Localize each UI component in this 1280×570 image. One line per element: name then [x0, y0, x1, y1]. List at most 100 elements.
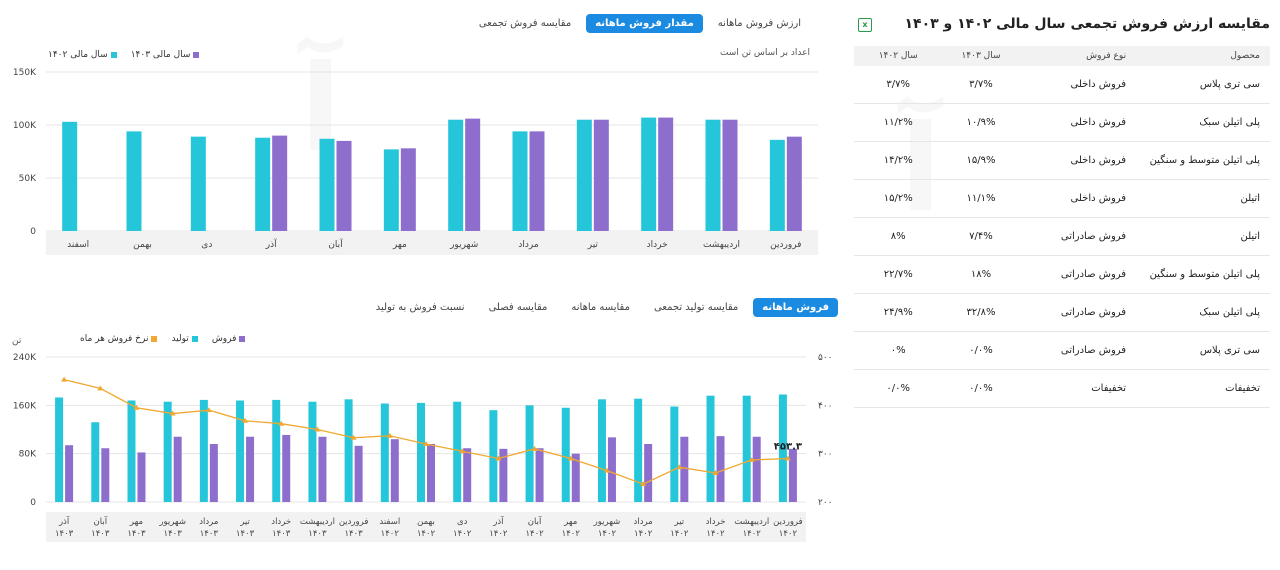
bar-production[interactable] — [489, 410, 498, 502]
bar-production[interactable] — [778, 394, 787, 502]
bar-sales[interactable] — [607, 437, 616, 502]
bar-production[interactable] — [236, 400, 245, 503]
sales-rate-point[interactable] — [784, 455, 791, 461]
tab-sales-to-production[interactable]: نسبت فروش به تولید — [375, 302, 465, 313]
bar-1403[interactable] — [336, 140, 352, 231]
bar-sales[interactable] — [463, 448, 472, 502]
legend-item-1402[interactable]: سال مالی ۱۴۰۲ — [48, 50, 117, 60]
bar-1403[interactable] — [658, 117, 674, 231]
tab-monthly-sales-quantity[interactable]: مقدار فروش ماهانه — [586, 14, 703, 33]
bar-1403[interactable] — [272, 135, 288, 231]
sales-rate-point[interactable] — [242, 417, 249, 423]
bar-production[interactable] — [127, 400, 136, 503]
sales-rate-point[interactable] — [495, 455, 502, 461]
sales-rate-point[interactable] — [97, 385, 104, 391]
bar-1403[interactable] — [400, 148, 416, 231]
bar-1402[interactable] — [641, 117, 657, 231]
bar-production[interactable] — [561, 407, 570, 502]
header-sale-type[interactable]: نوع فروش — [1019, 46, 1128, 66]
bar-sales[interactable] — [788, 448, 797, 502]
sales-rate-point[interactable] — [567, 455, 574, 461]
bar-1402[interactable] — [255, 137, 271, 231]
bar-sales[interactable] — [716, 436, 725, 502]
bar-1402[interactable] — [319, 138, 335, 231]
bar-1402[interactable] — [769, 139, 785, 231]
bar-sales[interactable] — [499, 448, 508, 502]
sales-rate-point[interactable] — [748, 456, 755, 462]
bar-production[interactable] — [199, 399, 208, 502]
sales-rate-point[interactable] — [459, 448, 466, 454]
sales-rate-point[interactable] — [169, 410, 176, 416]
bar-sales[interactable] — [318, 436, 327, 502]
bar-1403[interactable] — [786, 136, 802, 231]
bar-1402[interactable] — [576, 119, 592, 231]
sales-rate-point[interactable] — [640, 481, 647, 487]
bar-production[interactable] — [742, 395, 751, 502]
sales-rate-point[interactable] — [350, 434, 357, 440]
bar-sales[interactable] — [354, 445, 363, 502]
sales-rate-point[interactable] — [712, 470, 719, 475]
excel-export-icon[interactable]: x — [858, 18, 872, 32]
bar-sales[interactable] — [65, 445, 74, 502]
bar-sales[interactable] — [680, 436, 689, 502]
sales-rate-point[interactable] — [531, 445, 538, 451]
bar-production[interactable] — [597, 399, 606, 502]
bar-production[interactable] — [272, 399, 281, 502]
bar-sales[interactable] — [390, 439, 399, 502]
bar-1402[interactable] — [62, 121, 78, 231]
tab-cumulative-production[interactable]: مقایسه تولید تجمعی — [653, 302, 739, 313]
bar-production[interactable] — [670, 406, 679, 502]
header-year-1403[interactable]: سال ۱۴۰۳ — [942, 46, 1020, 66]
bar-1402[interactable] — [705, 119, 721, 231]
bar-1402[interactable] — [448, 119, 464, 231]
sales-rate-point[interactable] — [603, 467, 610, 473]
header-product[interactable]: محصول — [1127, 46, 1270, 66]
bar-production[interactable] — [706, 395, 715, 502]
bar-sales[interactable] — [644, 444, 653, 502]
bar-sales[interactable] — [209, 444, 218, 502]
bar-production[interactable] — [344, 399, 353, 502]
legend-item-sales[interactable]: فروش — [212, 334, 246, 344]
tab-monthly-comparison[interactable]: مقایسه ماهانه — [571, 302, 630, 313]
bar-sales[interactable] — [101, 448, 110, 502]
tab-seasonal-comparison[interactable]: مقایسه فصلی — [488, 302, 548, 313]
tab-cumulative-sales-comparison[interactable]: مقایسه فروش تجمعی — [478, 18, 572, 29]
bar-sales[interactable] — [571, 453, 580, 502]
sales-rate-point[interactable] — [423, 441, 429, 446]
bar-sales[interactable] — [282, 434, 291, 502]
bar-1403[interactable] — [529, 131, 545, 231]
tab-monthly-sales[interactable]: فروش ماهانه — [753, 298, 838, 317]
sales-rate-point[interactable] — [386, 432, 393, 438]
sales-rate-point[interactable] — [205, 407, 212, 413]
bar-sales[interactable] — [173, 436, 182, 502]
bar-sales[interactable] — [246, 436, 255, 502]
bar-1402[interactable] — [383, 149, 399, 231]
bar-production[interactable] — [417, 402, 425, 502]
legend-item-production[interactable]: تولید — [171, 334, 198, 344]
sales-rate-point[interactable] — [676, 464, 683, 470]
sales-rate-point[interactable] — [278, 420, 285, 426]
bar-production[interactable] — [163, 401, 172, 502]
bar-sales[interactable] — [427, 444, 435, 502]
sales-rate-point[interactable] — [133, 404, 140, 410]
bar-production[interactable] — [525, 405, 534, 502]
bar-1402[interactable] — [190, 136, 206, 231]
bar-production[interactable] — [380, 403, 389, 502]
bar-sales[interactable] — [535, 448, 544, 502]
legend-item-1403[interactable]: سال مالی ۱۴۰۳ — [131, 50, 200, 60]
sales-rate-point[interactable] — [314, 426, 321, 432]
bar-1403[interactable] — [465, 118, 481, 231]
sales-rate-point[interactable] — [61, 376, 68, 382]
bar-1403[interactable] — [722, 119, 738, 231]
bar-1402[interactable] — [512, 131, 528, 231]
bar-sales[interactable] — [752, 436, 761, 502]
bar-production[interactable] — [308, 401, 317, 502]
bar-1403[interactable] — [593, 119, 609, 231]
bar-production[interactable] — [634, 398, 643, 502]
legend-item-sales-rate[interactable]: نرخ فروش هر ماه — [80, 334, 158, 344]
bar-production[interactable] — [453, 401, 462, 502]
bar-production[interactable] — [91, 422, 100, 502]
header-year-1402[interactable]: سال ۱۴۰۲ — [854, 46, 943, 66]
bar-1402[interactable] — [126, 131, 142, 231]
tab-monthly-sales-value[interactable]: ارزش فروش ماهانه — [717, 18, 801, 29]
